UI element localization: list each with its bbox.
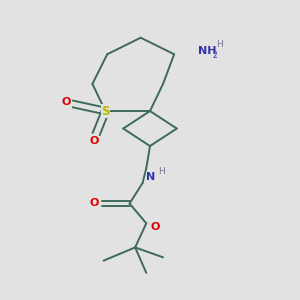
Text: 2: 2: [212, 51, 217, 60]
Text: H: H: [216, 40, 223, 50]
Text: O: O: [90, 136, 99, 146]
Text: O: O: [151, 222, 160, 232]
Text: O: O: [62, 97, 71, 107]
Text: O: O: [90, 198, 99, 208]
Text: N: N: [146, 172, 155, 182]
Text: H: H: [158, 167, 165, 176]
Text: S: S: [101, 104, 110, 118]
Text: NH: NH: [198, 46, 217, 56]
